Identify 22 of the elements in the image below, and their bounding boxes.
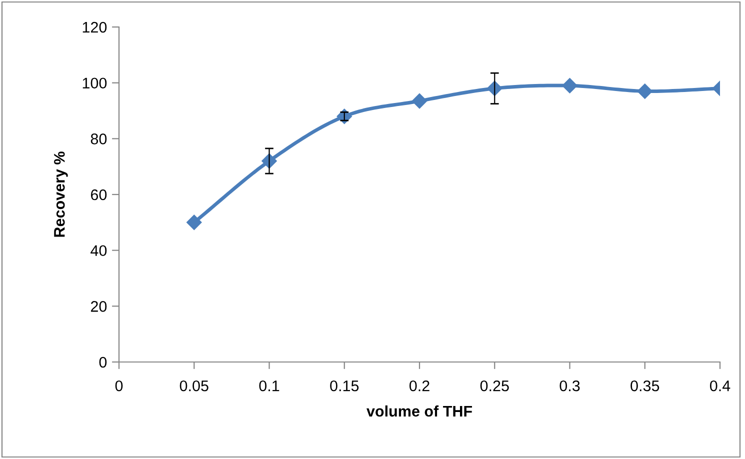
y-tick-label: 60 [90,189,107,200]
y-tick-label: 40 [90,245,107,256]
x-tick-label: 0.25 [480,380,509,392]
point [186,214,202,230]
x-tick-label: 0.05 [180,380,208,392]
x-axis-title: volume of THF [366,405,472,417]
point [562,78,578,94]
x-tick-label: 0.4 [710,380,730,392]
y-tick-label: 100 [82,78,107,89]
x-tick-label: 0.35 [630,380,660,392]
y-axis-title: Recovery % [54,152,68,237]
point [412,93,428,109]
x-tick-label: 0.1 [259,380,280,392]
y-tick-label: 80 [90,134,107,144]
x-tick-label: 0.2 [409,380,430,392]
point [637,84,652,99]
x-tick-label: 0 [115,380,123,392]
x-tick-label: 0.3 [560,380,580,392]
x-tick-label: 0.15 [330,380,359,392]
y-tick-label: 20 [90,301,107,312]
y-tick-label: 0 [99,356,107,368]
y-tick-label: 120 [82,22,107,33]
